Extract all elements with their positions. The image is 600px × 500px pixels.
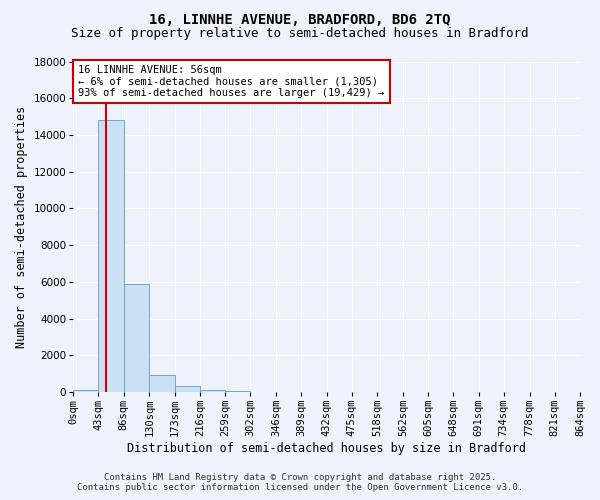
Text: 16 LINNHE AVENUE: 56sqm
← 6% of semi-detached houses are smaller (1,305)
93% of : 16 LINNHE AVENUE: 56sqm ← 6% of semi-det… — [79, 65, 385, 98]
Bar — [124, 284, 149, 392]
Bar — [98, 120, 124, 392]
Text: Contains HM Land Registry data © Crown copyright and database right 2025.
Contai: Contains HM Land Registry data © Crown c… — [77, 473, 523, 492]
Text: 16, LINNHE AVENUE, BRADFORD, BD6 2TQ: 16, LINNHE AVENUE, BRADFORD, BD6 2TQ — [149, 12, 451, 26]
Bar — [225, 391, 250, 392]
Bar — [175, 386, 200, 392]
Bar — [149, 376, 175, 392]
Bar — [73, 390, 98, 392]
Bar — [200, 390, 225, 392]
X-axis label: Distribution of semi-detached houses by size in Bradford: Distribution of semi-detached houses by … — [127, 442, 526, 455]
Text: Size of property relative to semi-detached houses in Bradford: Size of property relative to semi-detach… — [71, 28, 529, 40]
Y-axis label: Number of semi-detached properties: Number of semi-detached properties — [15, 106, 28, 348]
